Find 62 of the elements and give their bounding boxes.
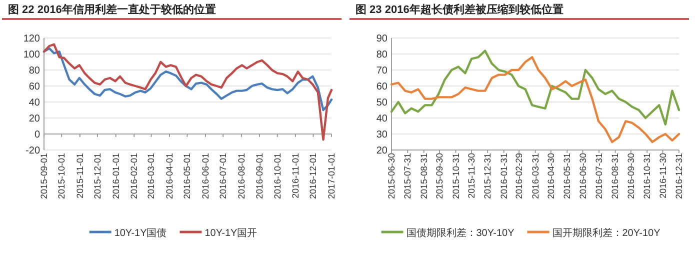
legend-label: 10Y-1Y国债 [114,228,167,239]
line-series [390,56,680,144]
x-tick-label: 2015-11-30 [466,153,476,198]
chart-title: 图 22 2016年信用利差一直处于较低的位置 [8,3,216,16]
x-tick-label: 2015-12-01 [92,153,103,200]
y-tick-label: 0 [34,130,40,140]
x-tick-label: 2016-07-01 [218,153,228,200]
x-tick-label: 2015-10-01 [56,153,67,200]
y-tick-label: 70 [376,66,388,76]
x-tick-label: 2016-07-31 [594,153,604,200]
x-tick-label: 2016-12-01 [308,153,318,200]
y-tick-label: 60 [376,82,388,92]
x-tick-label: 2016-09-01 [254,153,265,200]
x-tick-label: 2015-07-31 [402,153,413,200]
line-series [390,50,680,126]
x-tick-label: 2016-06-01 [200,153,210,200]
x-tick-label: 2016-04-01 [164,153,174,200]
y-tick-label: -20 [26,146,40,156]
x-tick-label: 2016-08-01 [236,153,246,200]
x-tick-label: 2016-10-01 [272,153,282,200]
x-tick-label: 2015-06-30 [386,153,396,200]
y-tick-label: 100 [23,50,40,60]
y-tick-label: 20 [376,146,388,156]
y-tick-label: 30 [376,130,388,140]
x-tick-label: 2016-05-31 [562,153,572,200]
y-tick-label: 20 [28,114,40,124]
legend-label: 国开期限利差：20Y-10Y [552,227,661,239]
x-tick-label: 2015-10-31 [450,153,461,200]
x-tick-label: 2016-11-01 [290,153,301,198]
y-tick-label: 80 [376,50,388,60]
legend-label: 10Y-1Y国开 [204,228,258,239]
y-tick-label: 40 [376,114,388,124]
x-tick-label: 2015-09-30 [434,153,445,200]
x-tick-label: 2016-05-01 [182,153,192,200]
y-tick-label: 60 [28,82,40,92]
x-tick-label: 2016-01-01 [110,153,121,200]
x-tick-label: 2016-08-31 [610,153,620,200]
y-tick-label: 120 [23,34,40,44]
x-tick-label: 2016-06-30 [578,153,588,200]
x-tick-label: 2017-01-01 [326,153,336,200]
x-tick-label: 2016-03-01 [146,153,156,200]
x-tick-label: 2015-12-31 [482,153,493,200]
x-tick-label: 2015-08-31 [418,153,429,200]
y-tick-label: 50 [376,98,388,108]
x-tick-label: 2015-09-01 [39,153,49,200]
x-tick-label: 2016-10-31 [642,153,652,200]
chart-title: 图 23 2016年超长债利差被压缩到较低位置 [356,3,564,16]
x-tick-label: 2016-04-30 [546,153,556,200]
line-series [42,43,333,141]
y-tick-label: 90 [376,34,388,44]
x-tick-label: 2016-11-30 [658,153,668,198]
x-tick-label: 2016-01-31 [498,153,509,200]
line-series [42,47,333,112]
y-tick-label: 80 [28,66,40,76]
legend-label: 国债期限利差：30Y-10Y [406,227,515,239]
x-tick-label: 2016-12-31 [674,153,684,200]
x-tick-label: 2016-02-29 [514,153,524,200]
x-tick-label: 2016-02-01 [129,153,140,200]
y-tick-label: 40 [28,98,40,108]
x-tick-label: 2016-03-31 [530,153,540,200]
x-tick-label: 2016-09-30 [626,153,636,200]
x-tick-label: 2015-11-01 [74,153,85,198]
